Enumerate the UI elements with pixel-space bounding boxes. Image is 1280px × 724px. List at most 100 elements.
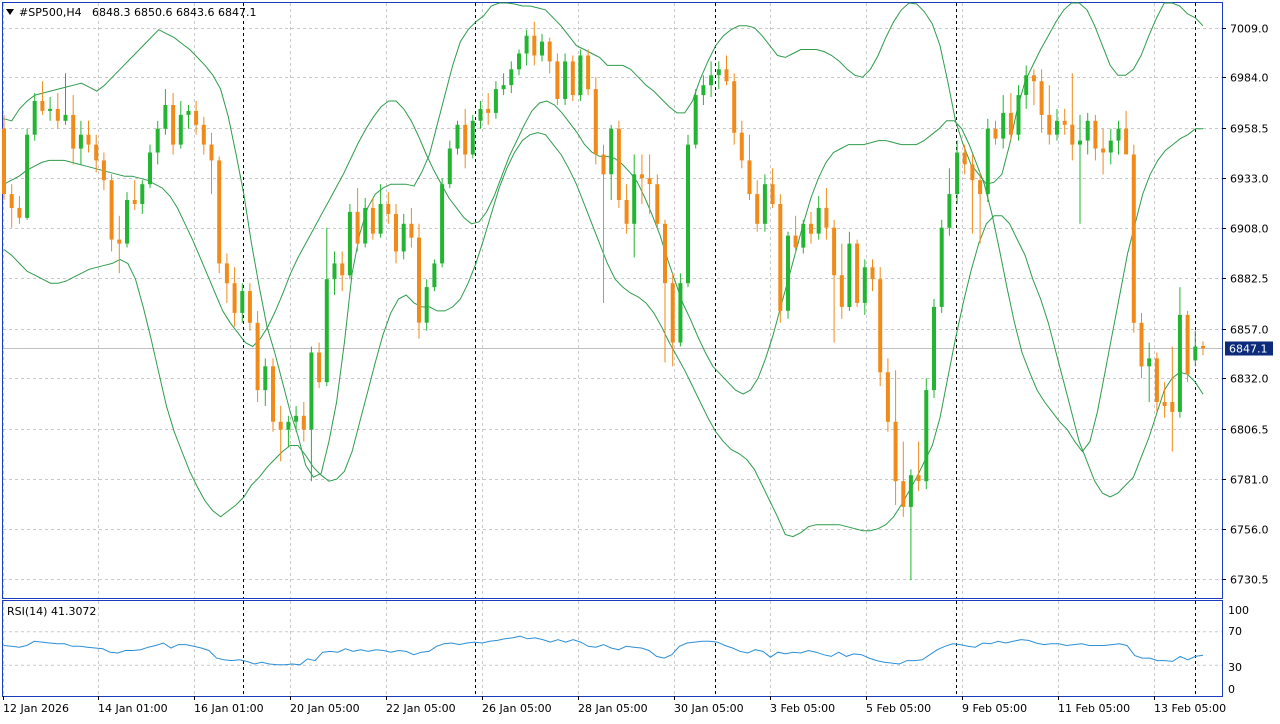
bull-candle (862, 267, 867, 303)
bear-candle (970, 164, 975, 181)
bear-candle (71, 114, 76, 149)
bull-candle (1116, 128, 1121, 141)
symbol-label: #SP500,H4 (19, 6, 82, 19)
time-tick-label: 28 Jan 05:00 (578, 702, 648, 715)
bear-candle (201, 124, 206, 145)
bear-candle (962, 152, 967, 165)
bull-candle (424, 287, 429, 323)
time-tick-label: 20 Jan 05:00 (290, 702, 360, 715)
bull-candle (947, 194, 952, 228)
bull-candle (801, 223, 806, 248)
candles (2, 21, 1205, 581)
bear-candle (1008, 112, 1013, 135)
time-tick-label: 22 Jan 05:00 (386, 702, 456, 715)
dropdown-triangle-icon[interactable] (6, 9, 14, 15)
time-tick-label: 16 Jan 01:00 (194, 702, 264, 715)
time-tick-label: 14 Jan 01:00 (98, 702, 168, 715)
bull-candle (932, 306, 936, 391)
bull-candle (762, 184, 767, 224)
price-tick-label: 6958.5 (1230, 123, 1269, 136)
time-tick-label: 5 Feb 05:00 (866, 702, 931, 715)
bull-candle (163, 105, 168, 129)
bear-candle (94, 144, 99, 161)
rsi-level-70: 70 (1228, 625, 1242, 638)
bull-candle (447, 148, 452, 185)
bear-candle (855, 243, 860, 303)
bear-candle (1031, 75, 1036, 82)
price-tick-label: 6984.0 (1230, 72, 1269, 85)
bull-candle (347, 211, 352, 276)
price-tick-label: 7009.0 (1230, 23, 1269, 36)
bull-candle (1016, 95, 1021, 135)
price-tick-label: 6781.0 (1230, 474, 1269, 487)
bear-candle (809, 223, 813, 234)
bull-candle (524, 35, 529, 54)
bull-candle (985, 128, 990, 194)
bear-candle (278, 421, 283, 430)
bear-candle (532, 35, 537, 56)
bear-candle (978, 180, 983, 195)
bear-candle (1101, 148, 1106, 153)
bull-candle (401, 223, 406, 252)
bear-candle (570, 61, 575, 96)
bear-candle (17, 207, 22, 218)
bear-candle (2, 128, 6, 194)
bear-candle (340, 263, 345, 276)
bull-candle (148, 152, 152, 185)
bull-candle (478, 108, 483, 121)
bull-candle (48, 108, 53, 111)
bear-candle (1070, 124, 1075, 145)
bear-candle (386, 204, 391, 214)
bull-candle (1024, 75, 1029, 96)
bull-candle (1177, 314, 1182, 412)
bear-candle (1139, 322, 1144, 367)
bull-candle (632, 174, 637, 224)
bear-candle (793, 235, 798, 248)
bear-candle (724, 69, 729, 82)
bear-candle (770, 184, 775, 204)
bull-candle (493, 89, 498, 113)
bear-candle (171, 105, 176, 145)
bear-candle (370, 207, 375, 234)
bull-candle (455, 124, 460, 149)
bear-candle (217, 160, 222, 264)
bear-candle (1039, 81, 1044, 115)
bull-candle (716, 69, 721, 76)
time-tick-label: 12 Jan 2026 (3, 702, 69, 715)
bear-candle (593, 89, 598, 155)
bear-candle (1170, 402, 1175, 412)
bear-candle (409, 223, 414, 238)
price-axis: 7009.0 6984.0 6958.5 6933.0 6908.0 6882.5 6857… (1222, 23, 1269, 587)
bull-candle (155, 128, 160, 153)
bear-candle (40, 101, 45, 111)
bear-candle (1162, 402, 1167, 406)
bear-candle (916, 475, 921, 482)
bear-candle (9, 194, 14, 208)
bull-candle (286, 421, 291, 430)
bull-candle (140, 184, 145, 204)
bull-candle (563, 61, 568, 99)
time-tick-label: 26 Jan 05:00 (482, 702, 552, 715)
bear-candle (232, 283, 237, 313)
bull-candle (240, 291, 245, 313)
bear-candle (885, 372, 890, 422)
bear-candle (486, 108, 491, 113)
bear-candle (394, 213, 398, 252)
bull-candle (263, 366, 268, 391)
bear-candle (839, 275, 844, 307)
bull-candle (517, 53, 521, 70)
bear-candle (247, 291, 252, 323)
bear-candle (1047, 114, 1052, 135)
bull-candle (363, 207, 368, 244)
bear-candle (616, 128, 621, 200)
bull-candle (432, 263, 437, 288)
bull-candle (908, 475, 913, 507)
bull-candle (186, 110, 191, 115)
rsi-level-0: 0 (1228, 683, 1235, 696)
bear-candle (547, 41, 552, 62)
bear-candle (194, 110, 199, 125)
current-price-tag (1225, 341, 1273, 356)
bull-candle (609, 128, 614, 175)
